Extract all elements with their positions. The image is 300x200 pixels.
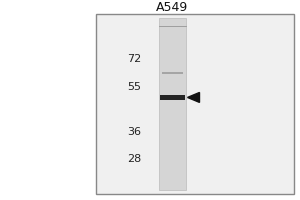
- Bar: [96, 14, 294, 194]
- Text: 55: 55: [127, 82, 141, 92]
- Text: 28: 28: [127, 154, 141, 164]
- Bar: [162, 72, 183, 74]
- Text: 36: 36: [127, 127, 141, 137]
- Bar: [160, 95, 185, 100]
- Bar: [159, 18, 186, 190]
- Text: A549: A549: [156, 1, 189, 14]
- Text: 72: 72: [127, 54, 141, 64]
- Polygon shape: [188, 92, 200, 102]
